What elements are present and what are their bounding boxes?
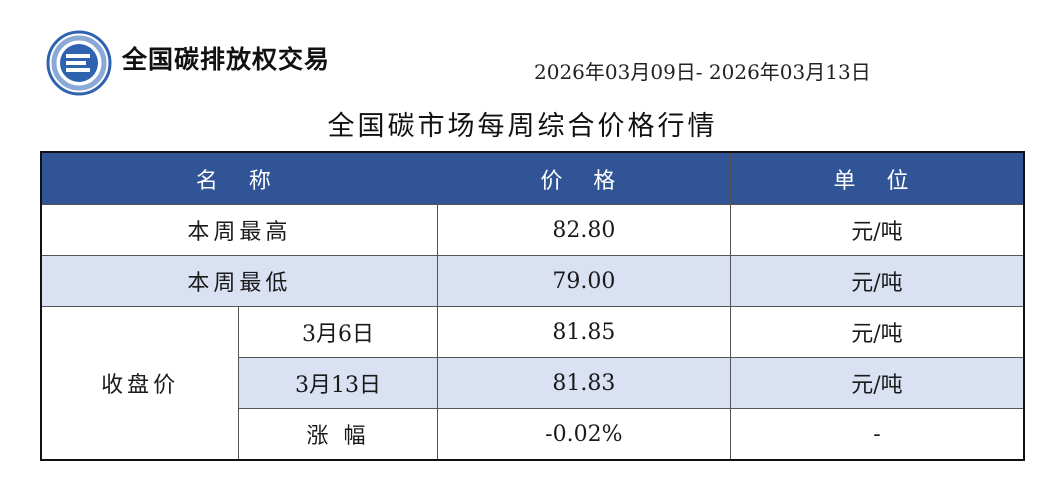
table-row: 涨 幅 -0.02% -	[41, 408, 1025, 461]
row-name: 本周最低	[40, 255, 438, 307]
row-price: -0.02%	[436, 408, 731, 461]
brand-name: 全国碳排放权交易	[122, 45, 331, 74]
row-unit: 元/吨	[729, 357, 1025, 409]
date-range: 2026年03月09日- 2026年03月13日	[534, 60, 871, 84]
table-header: 名 称 价 格 单 位	[40, 151, 1025, 205]
row-price: 81.85	[436, 306, 731, 358]
row-unit: 元/吨	[729, 255, 1025, 307]
row-date: 3月6日	[238, 306, 438, 358]
table-row: 本周最高 82.80 元/吨	[40, 204, 1025, 256]
row-name: 本周最高	[40, 204, 438, 256]
column-header-name: 名 称	[40, 151, 438, 205]
price-table: 名 称 价 格 单 位 本周最高 82.80 元/吨 本周最低 79.00 元/…	[40, 151, 1025, 461]
row-unit: 元/吨	[729, 204, 1025, 256]
page-title: 全国碳市场每周综合价格行情	[327, 111, 718, 142]
row-price: 81.83	[436, 357, 731, 409]
row-unit: -	[729, 408, 1025, 461]
column-header-price: 价 格	[436, 151, 731, 205]
row-price: 82.80	[436, 204, 731, 256]
table-row: 本周最低 79.00 元/吨	[40, 255, 1025, 307]
logo-icon	[46, 30, 112, 96]
row-date: 涨 幅	[238, 408, 438, 461]
closing-price-label: 收盘价	[40, 306, 240, 461]
row-price: 79.00	[436, 255, 731, 307]
row-unit: 元/吨	[729, 306, 1025, 358]
row-date: 3月13日	[238, 357, 438, 409]
column-header-unit: 单 位	[729, 151, 1025, 205]
table-row: 收盘价 3月6日 81.85 元/吨	[40, 306, 1025, 461]
